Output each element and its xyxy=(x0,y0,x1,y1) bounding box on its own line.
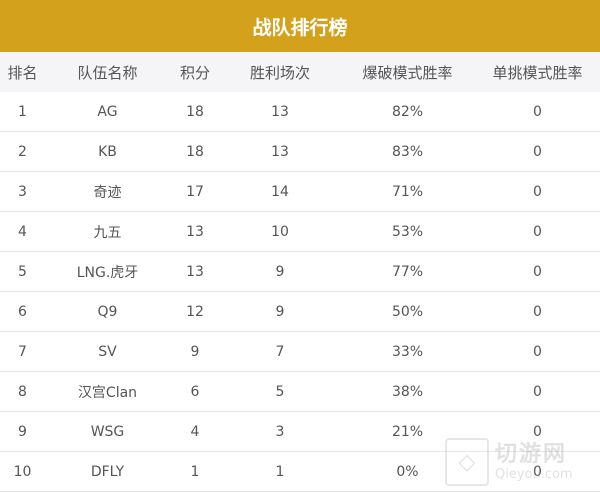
column-header: 积分 xyxy=(170,52,220,92)
table-cell: 9 xyxy=(220,291,340,332)
table-cell: 53% xyxy=(340,211,475,252)
table-cell: 0 xyxy=(475,291,600,332)
table-cell: Q9 xyxy=(45,291,170,332)
table-row: 6 Q9 12 9 50% 0 xyxy=(0,291,600,332)
table-cell: 9 xyxy=(220,251,340,292)
table-cell: 50% xyxy=(340,291,475,332)
table-cell: 9 xyxy=(0,411,45,452)
column-header: 排名 xyxy=(0,52,45,92)
table-row: 4 九五 13 10 53% 0 xyxy=(0,211,600,252)
table-cell: 71% xyxy=(340,171,475,212)
column-header: 单挑模式胜率 xyxy=(475,52,600,92)
table-cell: 0 xyxy=(475,211,600,252)
table-cell: 5 xyxy=(0,251,45,292)
table-cell: KB xyxy=(45,131,170,172)
table-cell: 奇迹 xyxy=(45,171,170,212)
table-cell: 3 xyxy=(0,171,45,212)
table-cell: 0% xyxy=(340,451,475,492)
column-header: 队伍名称 xyxy=(45,52,170,92)
table-cell: DFLY xyxy=(45,451,170,492)
table-cell: 83% xyxy=(340,131,475,172)
table-cell: 8 xyxy=(0,371,45,412)
table-row: 10 DFLY 1 1 0% 0 xyxy=(0,451,600,492)
table-cell: 汉宫Clan xyxy=(45,371,170,412)
table-cell: 0 xyxy=(475,251,600,292)
table-cell: 0 xyxy=(475,451,600,492)
table-cell: 0 xyxy=(475,131,600,172)
table-row: 2 KB 18 13 83% 0 xyxy=(0,131,600,172)
table-cell: 7 xyxy=(0,331,45,372)
table-cell: 18 xyxy=(170,131,220,172)
table-cell: 1 xyxy=(0,92,45,132)
table-cell: 4 xyxy=(0,211,45,252)
table-cell: 1 xyxy=(170,451,220,492)
table-cell: 9 xyxy=(170,331,220,372)
table-cell: 6 xyxy=(0,291,45,332)
table-cell: 77% xyxy=(340,251,475,292)
table-row: 8 汉宫Clan 6 5 38% 0 xyxy=(0,371,600,412)
table-cell: 82% xyxy=(340,92,475,132)
column-header: 胜利场次 xyxy=(220,52,340,92)
table-cell: 13 xyxy=(170,211,220,252)
column-header-row: 排名 队伍名称 积分 胜利场次 爆破模式胜率 单挑模式胜率 xyxy=(0,52,600,92)
table-cell: 1 xyxy=(220,451,340,492)
table-cell: 13 xyxy=(220,131,340,172)
table-cell: 0 xyxy=(475,171,600,212)
table-cell: 5 xyxy=(220,371,340,412)
table-cell: LNG.虎牙 xyxy=(45,251,170,292)
table-cell: 7 xyxy=(220,331,340,372)
table-cell: 0 xyxy=(475,331,600,372)
table-cell: 13 xyxy=(170,251,220,292)
table-cell: 13 xyxy=(220,92,340,132)
table-row: 7 SV 9 7 33% 0 xyxy=(0,331,600,372)
table-cell: 九五 xyxy=(45,211,170,252)
table-cell: 3 xyxy=(220,411,340,452)
table-cell: 0 xyxy=(475,92,600,132)
table-cell: 10 xyxy=(220,211,340,252)
table-row: 9 WSG 4 3 21% 0 xyxy=(0,411,600,452)
table-cell: 12 xyxy=(170,291,220,332)
table-cell: WSG xyxy=(45,411,170,452)
table-cell: 0 xyxy=(475,371,600,412)
table-cell: 0 xyxy=(475,411,600,452)
table-cell: 17 xyxy=(170,171,220,212)
table-row: 5 LNG.虎牙 13 9 77% 0 xyxy=(0,251,600,292)
table-cell: 4 xyxy=(170,411,220,452)
table-cell: 6 xyxy=(170,371,220,412)
ranking-table: 排名 队伍名称 积分 胜利场次 爆破模式胜率 单挑模式胜率 1 AG 18 13 82% 0 2 KB 1… xyxy=(0,52,600,492)
table-cell: 10 xyxy=(0,451,45,492)
table-cell: 38% xyxy=(340,371,475,412)
table-cell: 2 xyxy=(0,131,45,172)
column-header: 爆破模式胜率 xyxy=(340,52,475,92)
table-cell: 21% xyxy=(340,411,475,452)
table-cell: SV xyxy=(45,331,170,372)
table-cell: AG xyxy=(45,92,170,132)
page-title: 战队排行榜 xyxy=(0,0,600,52)
table-cell: 33% xyxy=(340,331,475,372)
table-row: 1 AG 18 13 82% 0 xyxy=(0,92,600,132)
table-row: 3 奇迹 17 14 71% 0 xyxy=(0,171,600,212)
table-cell: 14 xyxy=(220,171,340,212)
table-cell: 18 xyxy=(170,92,220,132)
